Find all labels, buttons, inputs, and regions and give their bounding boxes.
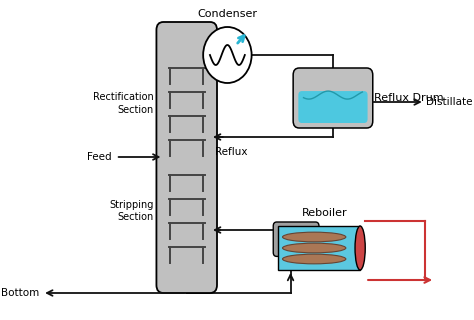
Text: Feed: Feed <box>87 152 111 162</box>
Text: Rectification
Section: Rectification Section <box>93 92 154 115</box>
Circle shape <box>203 27 252 83</box>
Text: Bottom: Bottom <box>1 288 40 298</box>
FancyBboxPatch shape <box>293 68 373 128</box>
Ellipse shape <box>283 243 346 253</box>
Bar <box>278 226 360 270</box>
Text: Stripping
Section: Stripping Section <box>109 200 154 222</box>
Text: Reflux Drum: Reflux Drum <box>374 93 443 103</box>
Text: Condenser: Condenser <box>197 9 257 19</box>
Text: Reboiler: Reboiler <box>301 208 347 218</box>
Text: Distillate: Distillate <box>427 97 473 107</box>
Ellipse shape <box>283 232 346 242</box>
FancyBboxPatch shape <box>273 222 319 256</box>
Ellipse shape <box>283 254 346 264</box>
FancyBboxPatch shape <box>298 91 367 123</box>
FancyBboxPatch shape <box>156 22 217 293</box>
Text: Reflux: Reflux <box>215 147 248 157</box>
Ellipse shape <box>355 226 365 270</box>
